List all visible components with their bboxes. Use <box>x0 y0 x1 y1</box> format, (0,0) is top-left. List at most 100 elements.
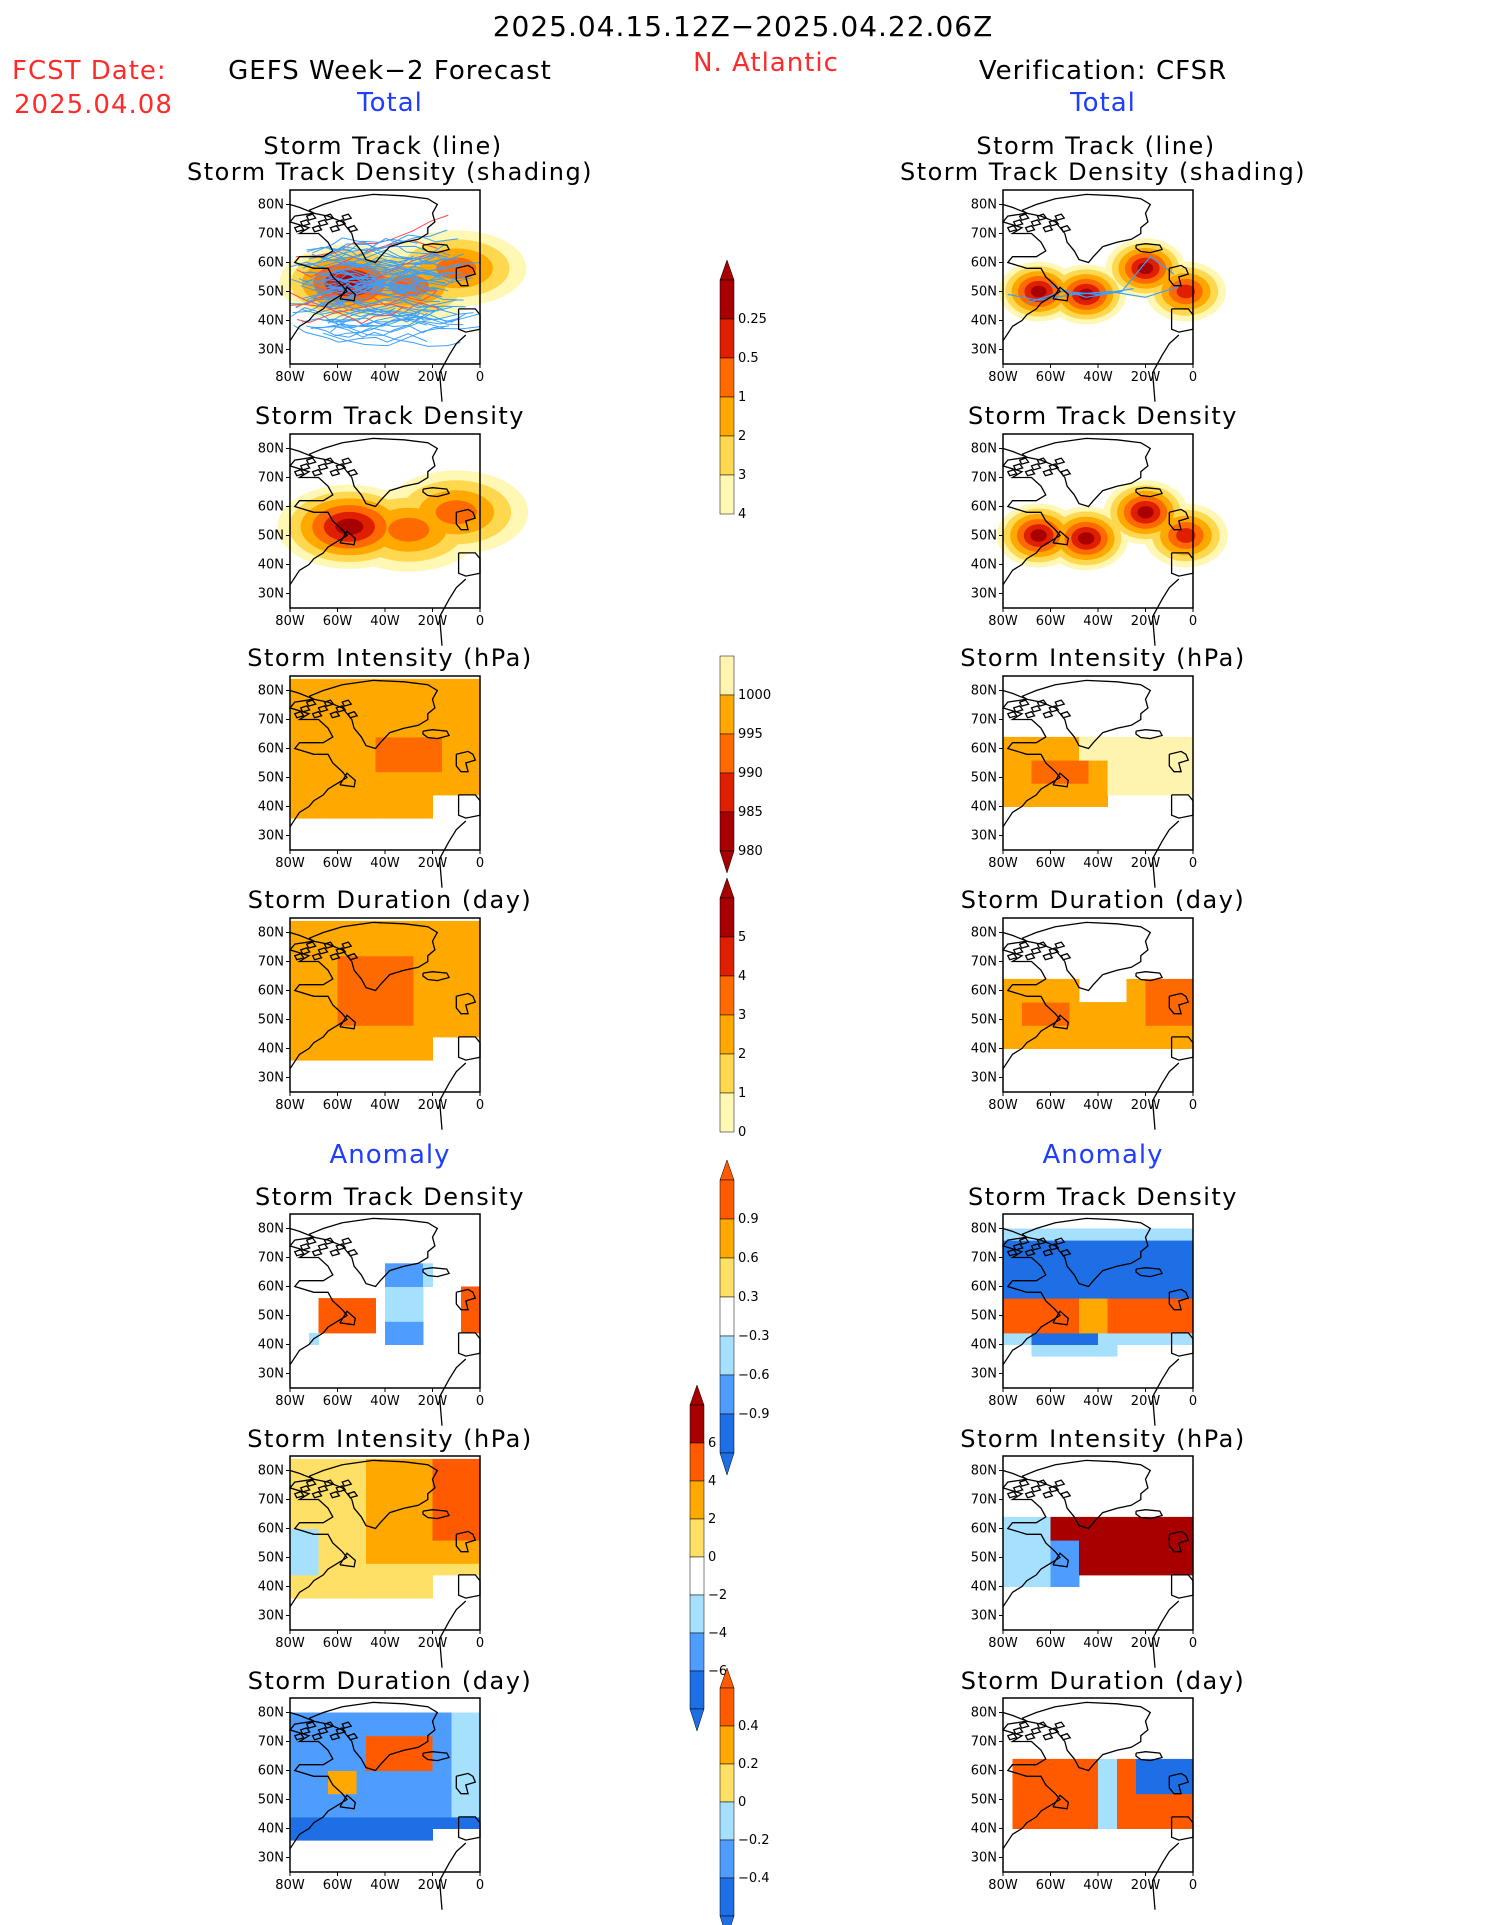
grid-cell <box>347 806 357 819</box>
grid-cell <box>1126 748 1137 761</box>
lat-tick-label: 80N <box>971 1464 997 1479</box>
grid-cell <box>337 748 348 761</box>
grid-cell <box>404 1586 414 1599</box>
grid-cell <box>394 955 405 968</box>
grid-cell <box>1145 1332 1156 1345</box>
grid-cell <box>337 1516 348 1529</box>
grid-cell <box>451 1551 462 1564</box>
grid-cell <box>309 1586 319 1599</box>
grid-cell <box>1183 1025 1194 1038</box>
grid-cell <box>1079 1793 1089 1806</box>
grid-cell <box>347 1712 357 1725</box>
grid-cell <box>1155 1332 1165 1345</box>
grid-cell <box>375 1586 386 1599</box>
grid-cell <box>385 1516 395 1529</box>
grid-cell <box>1174 736 1184 749</box>
grid-cell <box>1107 1263 1118 1276</box>
grid-cell <box>413 794 424 807</box>
grid-cell <box>1183 1013 1194 1026</box>
grid-cell <box>451 1482 462 1495</box>
grid-cell <box>1079 1782 1089 1795</box>
lon-tick-label: 0 <box>1189 1636 1197 1651</box>
grid-cell <box>1136 1516 1146 1529</box>
grid-cell <box>1136 736 1146 749</box>
colorbar-segment <box>719 772 735 813</box>
lat-tick-label: 60N <box>258 1522 284 1537</box>
grid-cell <box>461 783 471 796</box>
lon-tick-label: 20W <box>418 1394 448 1409</box>
colorbar-bottom-arrow <box>719 850 735 874</box>
grid-cell <box>1155 1251 1165 1264</box>
grid-cell <box>318 1493 329 1506</box>
grid-cell <box>328 783 338 796</box>
grid-cell <box>1183 1036 1194 1049</box>
grid-cell <box>1050 1563 1061 1576</box>
grid-cell <box>309 783 319 796</box>
verification-column-title: Verification: CFSR <box>978 56 1228 86</box>
grid-cell <box>1155 1025 1165 1038</box>
grid-cell <box>413 1574 424 1587</box>
grid-cell <box>1069 990 1080 1003</box>
grid-cell <box>290 944 300 957</box>
grid-cell <box>404 1528 414 1541</box>
grid-cell <box>1126 1793 1137 1806</box>
grid-cell <box>1003 1309 1013 1322</box>
grid-cell <box>442 690 452 703</box>
grid-cell <box>1164 1309 1175 1322</box>
grid-cell <box>1069 1332 1080 1345</box>
grid-cell <box>347 932 357 945</box>
grid-cell <box>1098 1551 1108 1564</box>
grid-cell <box>385 678 395 691</box>
grid-cell <box>328 1586 338 1599</box>
grid-cell <box>1041 1563 1051 1576</box>
lat-tick-label: 40N <box>258 1580 284 1595</box>
grid-cell <box>423 690 433 703</box>
grid-cell <box>1031 1228 1042 1241</box>
grid-cell <box>423 1482 433 1495</box>
grid-cell <box>1069 736 1080 749</box>
colorbar-tick-label: 1 <box>738 390 746 405</box>
grid-cell <box>461 748 471 761</box>
grid-cell <box>1126 1025 1137 1038</box>
lat-tick-label: 80N <box>971 684 997 699</box>
grid-shading <box>290 1458 481 1599</box>
lat-tick-label: 80N <box>258 684 284 699</box>
grid-cell <box>366 1002 376 1015</box>
track-line <box>330 306 453 333</box>
grid-cell <box>1136 1551 1146 1564</box>
grid-cell <box>1164 736 1175 749</box>
grid-cell <box>290 1747 300 1760</box>
grid-cell <box>1155 1805 1165 1818</box>
grid-cell <box>1050 1309 1061 1322</box>
lat-tick-label: 30N <box>971 587 997 602</box>
grid-cell <box>356 1758 367 1771</box>
grid-cell <box>1126 1528 1137 1541</box>
panel-title-cfsr-duration-anom: Storm Duration (day) <box>960 1667 1246 1695</box>
grid-cell <box>356 678 367 691</box>
grid-cell <box>1183 978 1194 991</box>
grid-cell <box>1098 1540 1108 1553</box>
grid-cell <box>451 771 462 784</box>
grid-cell <box>1060 1782 1070 1795</box>
grid-cell <box>1136 1025 1146 1038</box>
grid-cell <box>1079 1025 1089 1038</box>
grid-cell <box>1041 794 1051 807</box>
grid-cell <box>470 967 481 980</box>
grid-cell <box>1098 1228 1108 1241</box>
panel-title-cfsr-intensity: Storm Intensity (hPa) <box>960 644 1246 672</box>
grid-cell <box>1136 978 1146 991</box>
colorbar-segment <box>719 1218 735 1259</box>
grid-cell <box>423 1793 433 1806</box>
grid-cell <box>309 725 319 738</box>
grid-cell <box>375 1735 386 1748</box>
grid-cell <box>347 1458 357 1471</box>
lat-tick-label: 60N <box>971 1522 997 1537</box>
colorbar-segment <box>689 1518 705 1558</box>
grid-cell <box>432 1458 443 1471</box>
grid-cell <box>309 1002 319 1015</box>
track-line <box>314 252 441 300</box>
grid-cell <box>1126 736 1137 749</box>
grid-cell <box>290 1048 300 1061</box>
colorbar-segment <box>719 1296 735 1337</box>
grid-cell <box>451 678 462 691</box>
